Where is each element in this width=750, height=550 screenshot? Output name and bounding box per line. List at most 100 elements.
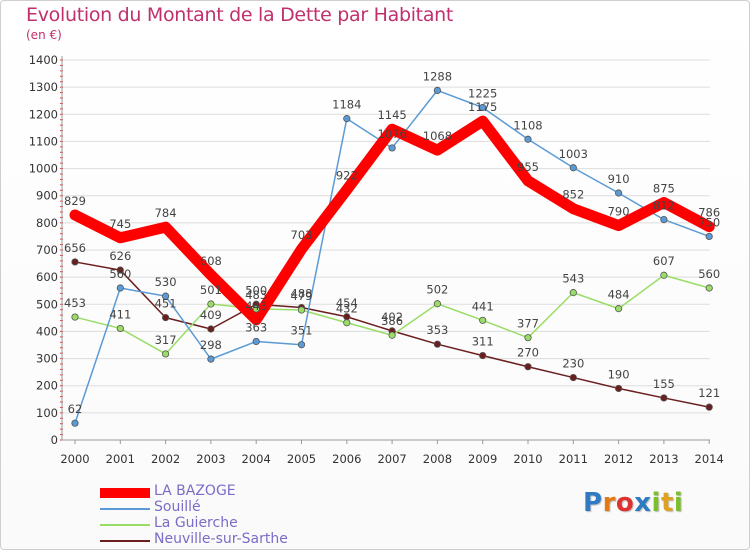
legend-swatch: [100, 524, 150, 526]
data-label: 922: [336, 169, 358, 183]
data-label: 155: [653, 377, 675, 391]
data-point: [343, 115, 351, 123]
data-label: 1003: [559, 147, 588, 161]
y-tick-label: 500: [36, 297, 58, 311]
data-point: [613, 220, 624, 231]
data-label: 790: [608, 205, 630, 219]
y-tick-label: 1300: [29, 80, 58, 94]
data-label: 1175: [468, 100, 497, 114]
legend-label: Souillé: [154, 499, 201, 515]
data-label: 875: [653, 182, 675, 196]
data-label: 62: [68, 402, 83, 416]
data-point: [479, 316, 487, 324]
data-point: [433, 340, 441, 348]
chart-title: Evolution du Montant de la Dette par Hab…: [26, 4, 454, 26]
y-tick-label: 300: [36, 352, 58, 366]
legend-swatch: [100, 488, 150, 498]
data-point: [116, 266, 124, 274]
data-label: 270: [517, 346, 539, 360]
data-point: [658, 197, 669, 208]
data-point: [207, 300, 215, 308]
data-label: 377: [517, 317, 539, 331]
data-label: 479: [291, 289, 313, 303]
data-point: [297, 306, 306, 314]
data-label: 121: [698, 386, 720, 400]
chart-legend: LA BAZOGE Souillé La Guierche Neuville-sur-…: [100, 483, 360, 549]
data-label: 351: [291, 324, 313, 338]
y-tick-label: 900: [36, 189, 58, 203]
data-point: [70, 209, 80, 220]
data-point: [115, 232, 126, 243]
data-point: [162, 350, 170, 358]
data-label: 955: [517, 160, 539, 174]
data-point: [614, 384, 623, 393]
data-point: [705, 232, 713, 241]
x-tick-label: 2004: [242, 452, 271, 466]
data-label: 409: [200, 308, 222, 322]
x-tick-label: 2009: [468, 452, 497, 466]
y-tick-label: 100: [36, 406, 58, 420]
data-point: [704, 221, 715, 232]
data-point: [705, 403, 713, 411]
data-point: [252, 305, 260, 313]
data-label: 386: [381, 314, 403, 328]
data-label: 298: [200, 338, 222, 352]
data-label: 829: [64, 194, 86, 208]
data-label: 432: [336, 302, 358, 316]
y-tick-label: 1200: [29, 107, 58, 121]
data-point: [477, 116, 488, 127]
data-label: 656: [64, 241, 86, 255]
data-label: 443: [245, 299, 267, 313]
legend-swatch: [100, 540, 150, 542]
data-point: [569, 373, 577, 382]
data-label: 451: [155, 297, 177, 311]
data-point: [207, 355, 215, 363]
data-point: [207, 325, 215, 333]
x-tick-label: 2008: [423, 452, 452, 466]
legend-swatch: [100, 508, 150, 510]
legend-item: Souillé: [100, 499, 360, 517]
data-label: 411: [109, 307, 131, 321]
data-point: [343, 319, 351, 327]
data-point: [479, 351, 487, 360]
data-point: [388, 331, 396, 339]
data-label: 607: [653, 254, 675, 268]
data-label: 441: [472, 299, 494, 313]
data-point: [614, 305, 623, 313]
x-tick-label: 2005: [287, 452, 316, 466]
data-label: 453: [64, 296, 86, 310]
data-point: [660, 394, 668, 402]
data-point: [205, 269, 216, 280]
data-label: 530: [155, 275, 177, 289]
data-label: 311: [472, 335, 494, 349]
data-point: [705, 284, 713, 292]
data-label: 363: [245, 320, 267, 334]
data-point: [660, 216, 668, 224]
chart-unit-label: (en €): [26, 28, 62, 42]
data-point: [568, 203, 579, 214]
x-tick-label: 2002: [151, 452, 180, 466]
x-tick-label: 2013: [649, 452, 678, 466]
x-tick-label: 2003: [196, 452, 225, 466]
data-point: [660, 271, 668, 279]
data-label: 1068: [423, 129, 452, 143]
legend-label: Neuville-sur-Sarthe: [154, 531, 288, 547]
data-point: [433, 300, 441, 308]
y-tick-label: 800: [36, 216, 58, 230]
data-point: [341, 184, 352, 195]
y-tick-label: 200: [36, 379, 58, 393]
legend-item: La Guierche: [100, 515, 360, 533]
data-label: 454: [336, 296, 358, 310]
proxiti-logo: Proxiti: [583, 488, 684, 518]
data-label: 488: [291, 287, 313, 301]
y-tick-label: 400: [36, 324, 58, 338]
data-label: 230: [562, 357, 584, 371]
data-point: [524, 135, 532, 143]
data-point: [162, 292, 170, 300]
data-label: 1145: [377, 108, 406, 122]
data-label: 500: [245, 283, 267, 297]
data-label: 484: [608, 288, 630, 302]
data-label: 750: [698, 215, 720, 229]
y-tick-label: 1100: [29, 134, 58, 148]
data-point: [160, 222, 171, 233]
